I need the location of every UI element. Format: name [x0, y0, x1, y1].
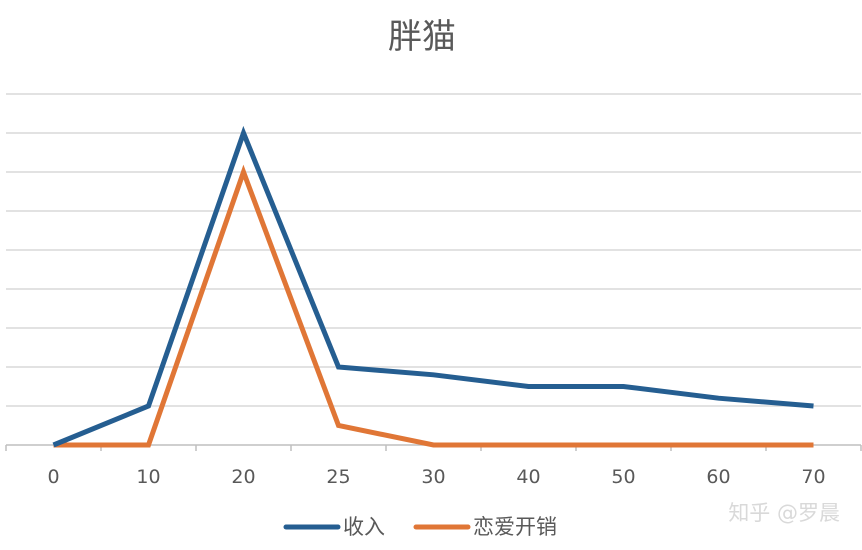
- x-tick-label: 50: [611, 466, 635, 488]
- legend-label: 收入: [343, 515, 385, 539]
- x-tick-label: 30: [421, 466, 445, 488]
- watermark: 知乎 @罗晨: [728, 501, 840, 525]
- x-tick-label: 0: [47, 466, 59, 488]
- x-tick-label: 25: [326, 466, 350, 488]
- x-tick-label: 70: [801, 466, 825, 488]
- series-line: [53, 164, 814, 448]
- x-tick-label: 40: [516, 466, 540, 488]
- series-line: [52, 125, 814, 448]
- x-tick-label: 10: [136, 466, 160, 488]
- x-tick-label: 20: [231, 466, 255, 488]
- legend-label: 恋爱开销: [473, 515, 557, 539]
- gridlines: [6, 93, 861, 407]
- x-tick-label: 60: [706, 466, 730, 488]
- series-lines: [52, 125, 814, 448]
- legend: 收入 恋爱开销: [283, 515, 557, 539]
- x-tick-labels: 0 10 20 25 30 40 50 60 70: [47, 466, 825, 488]
- chart-title: 胖猫: [388, 17, 456, 57]
